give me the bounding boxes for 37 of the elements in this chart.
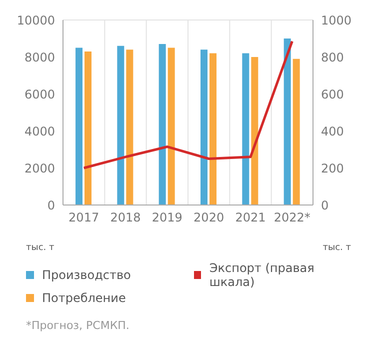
text: *Прогноз, РСМКП.: [26, 319, 130, 332]
y-axis-title: тыс. т: [26, 243, 54, 253]
y2-tick-label: 200: [321, 161, 344, 176]
bar: [210, 53, 216, 205]
legend-label: Потребление: [42, 291, 126, 305]
y2-tick-label: 800: [321, 50, 344, 64]
y2-tick-label: 600: [321, 87, 344, 102]
legend-label: Производство: [42, 268, 131, 282]
y-tick-label: 8000: [24, 50, 55, 64]
bar: [251, 57, 258, 205]
bar: [117, 46, 124, 205]
y-tick-label: 4000: [24, 124, 55, 138]
x-tick-label: 2020: [194, 210, 224, 225]
bar: [284, 38, 291, 205]
y-tick-label: 0: [47, 198, 55, 212]
bar: [168, 48, 175, 205]
bar: [158, 44, 166, 205]
bar: [76, 48, 82, 205]
x-tick-label: 2018: [110, 210, 141, 225]
x-tick-label: 2019: [152, 210, 182, 225]
bar: [126, 50, 134, 205]
y-tick-label: 10000: [16, 13, 55, 28]
y-tick-label: 6000: [24, 87, 55, 102]
x-tick-label: 2021: [235, 210, 266, 225]
y2-tick-label: 400: [321, 124, 344, 138]
y2-tick-label: 1000: [321, 13, 352, 28]
line-series: [82, 40, 294, 170]
y2-axis-title: тыс. т: [322, 243, 351, 253]
bar: [292, 58, 300, 205]
bar: [84, 51, 92, 205]
bar: [200, 50, 208, 205]
y-tick-label: 2000: [24, 161, 55, 176]
x-tick-label: 2017: [68, 210, 100, 225]
y2-tick-label: 0: [321, 198, 329, 212]
legend-label: Экспорт (правая шкала): [209, 261, 316, 289]
x-tick-label: 2022*: [274, 210, 310, 225]
bar: [242, 53, 250, 205]
